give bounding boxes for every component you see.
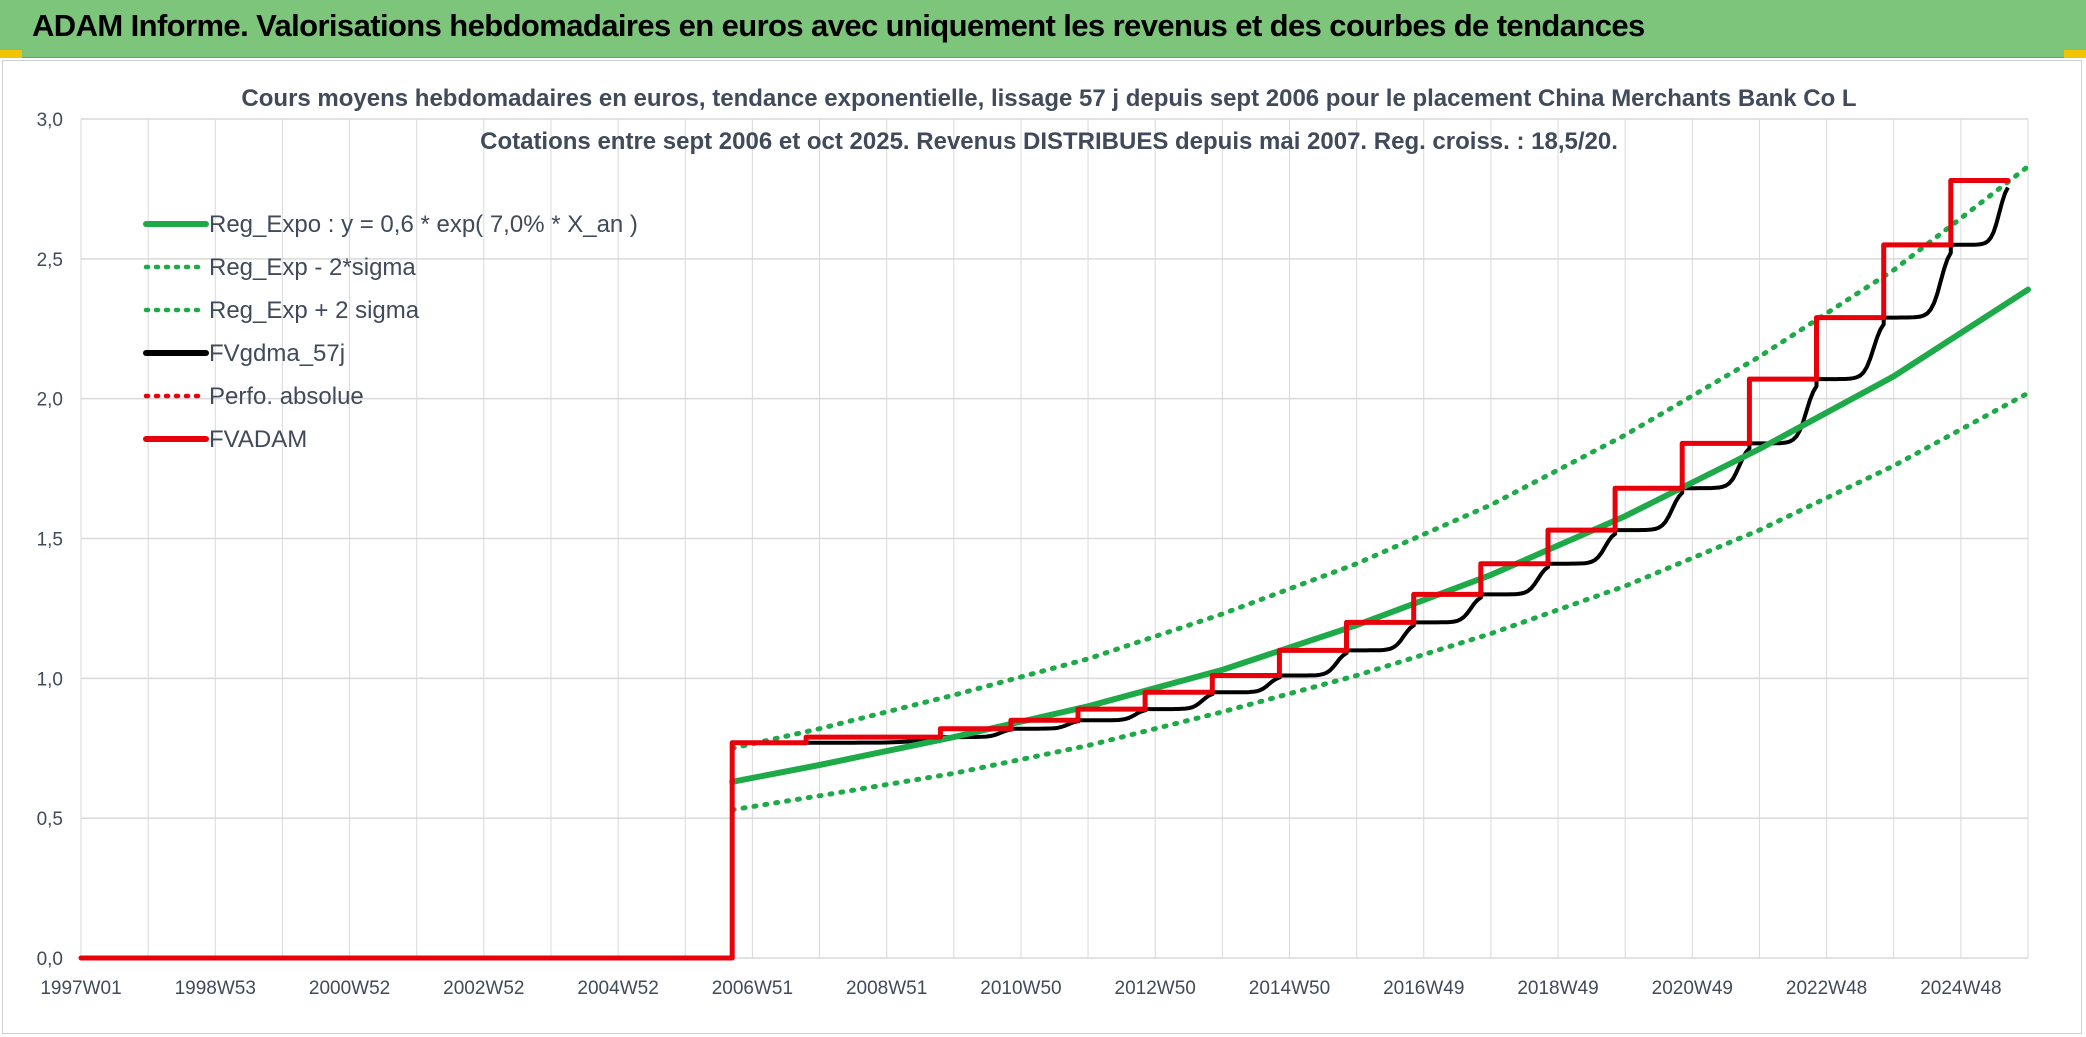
grid bbox=[80, 118, 2029, 959]
x-tick-label: 2002W52 bbox=[443, 978, 524, 999]
y-tick-label: 1,0 bbox=[37, 669, 63, 690]
series-lines bbox=[78, 164, 2031, 961]
chart-title: Cours moyens hebdomadaires en euros, ten… bbox=[241, 85, 1856, 112]
series-fvadam-line bbox=[78, 178, 2011, 961]
x-tick-label: 1997W01 bbox=[40, 978, 121, 999]
x-tick-label: 2012W50 bbox=[1115, 978, 1196, 999]
x-tick-label: 2004W52 bbox=[577, 978, 658, 999]
page-title: ADAM Informe. Valorisations hebdomadaire… bbox=[32, 8, 1645, 43]
x-tick-label: 2008W51 bbox=[846, 978, 927, 999]
chart: 0,0 0,5 1,0 1,5 2,0 2,5 3,0 1997W01 1998W53 2000… bbox=[37, 85, 2031, 999]
x-tick-label: 2006W51 bbox=[712, 978, 793, 999]
legend-label: Perfo. absolue bbox=[209, 383, 364, 410]
y-tick-label: 2,0 bbox=[37, 390, 63, 411]
y-tick-label: 1,5 bbox=[37, 530, 63, 551]
title-bar: ADAM Informe. Valorisations hebdomadaire… bbox=[0, 0, 2086, 58]
chart-subtitle: Cotations entre sept 2006 et oct 2025. R… bbox=[480, 128, 1618, 155]
legend-label: Reg_Exp + 2 sigma bbox=[209, 297, 420, 324]
series-reg-minus-line bbox=[729, 390, 2031, 813]
y-tick-label: 0,5 bbox=[37, 809, 63, 830]
y-tick-label: 3,0 bbox=[37, 110, 63, 131]
series-reg-expo-line bbox=[729, 286, 2031, 785]
x-tick-labels: 1997W01 1998W53 2000W52 2002W52 2004W52 2006W… bbox=[40, 978, 2001, 999]
legend-label: FVADAM bbox=[209, 426, 307, 453]
x-tick-label: 2016W49 bbox=[1383, 978, 1464, 999]
x-tick-label: 2022W48 bbox=[1786, 978, 1867, 999]
legend-label: Reg_Exp - 2*sigma bbox=[209, 254, 416, 281]
x-tick-label: 2020W49 bbox=[1652, 978, 1733, 999]
x-tick-label: 2024W48 bbox=[1920, 978, 2001, 999]
legend: Reg_Expo : y = 0,6 * exp( 7,0% * X_an ) R… bbox=[143, 211, 638, 453]
chart-frame: 0,0 0,5 1,0 1,5 2,0 2,5 3,0 1997W01 1998W53 2000… bbox=[2, 60, 2082, 1034]
x-tick-label: 1998W53 bbox=[175, 978, 256, 999]
series-fvgdma-line bbox=[732, 186, 2010, 745]
y-tick-label: 0,0 bbox=[37, 949, 63, 970]
y-tick-label: 2,5 bbox=[37, 250, 63, 271]
x-tick-label: 2010W50 bbox=[980, 978, 1061, 999]
x-tick-label: 2000W52 bbox=[309, 978, 390, 999]
corner-accent-left bbox=[0, 50, 22, 58]
legend-label: Reg_Expo : y = 0,6 * exp( 7,0% * X_an ) bbox=[209, 211, 638, 238]
y-tick-labels: 0,0 0,5 1,0 1,5 2,0 2,5 3,0 bbox=[37, 110, 63, 970]
series-reg-plus-line bbox=[729, 164, 2031, 751]
legend-label: FVgdma_57j bbox=[209, 340, 345, 367]
x-tick-label: 2018W49 bbox=[1517, 978, 1598, 999]
corner-accent-right bbox=[2064, 50, 2086, 58]
x-tick-label: 2014W50 bbox=[1249, 978, 1330, 999]
